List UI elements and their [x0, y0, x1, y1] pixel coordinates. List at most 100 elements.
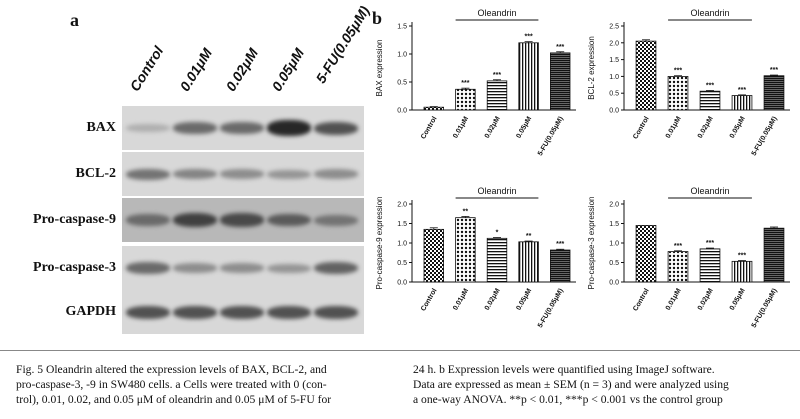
blot-band	[220, 169, 264, 179]
y-tick-label: 2.5	[609, 24, 619, 31]
bar	[455, 217, 476, 283]
y-tick-label: 2.0	[397, 202, 407, 209]
blot-row	[122, 290, 364, 334]
blot-band	[126, 168, 170, 180]
bar	[635, 225, 657, 283]
caption-right-line: Data are expressed as mean ± SEM (n = 3)…	[413, 378, 729, 391]
y-tick-label: 0.5	[609, 260, 619, 267]
caption-left-line: trol), 0.01, 0.02, and 0.05 μM of oleand…	[16, 393, 332, 406]
significance-label: ***	[674, 68, 682, 75]
significance-label: **	[463, 208, 469, 215]
x-tick-label: 0.02μM	[697, 287, 715, 311]
x-tick-label: 0.05μM	[729, 287, 747, 311]
x-tick-label: 5-FU(0.05μM)	[537, 288, 565, 330]
y-tick-label: 1.5	[609, 221, 619, 228]
blot-row-label: BCL-2	[75, 166, 116, 181]
blot-band	[220, 305, 264, 319]
y-tick-label: 1.5	[609, 57, 619, 64]
blot-band	[220, 263, 264, 273]
blot-row-label: BAX	[86, 120, 116, 135]
bar	[763, 227, 785, 283]
caption-right: 24 h. b Expression levels were quantifie…	[413, 362, 793, 407]
y-axis-label: Pro-caspase-9 expression	[375, 197, 384, 290]
x-tick-label: Control	[420, 287, 439, 312]
caption-divider	[0, 350, 800, 351]
x-tick-label: 5-FU(0.05μM)	[537, 116, 565, 158]
blot-band	[267, 213, 311, 227]
bracket-label: Oleandrin	[477, 8, 516, 18]
blot-band	[173, 169, 217, 179]
y-tick-label: 0.0	[609, 280, 619, 287]
x-tick-label: 0.01μM	[665, 115, 683, 139]
bar	[486, 237, 508, 283]
blot-band	[126, 214, 170, 226]
y-tick-label: 1.5	[397, 221, 407, 228]
blot-band	[126, 124, 170, 132]
blot-band	[314, 121, 358, 135]
significance-label: ***	[706, 240, 714, 247]
bar	[423, 106, 444, 111]
x-tick-label: 5-FU(0.05μM)	[751, 116, 779, 158]
y-axis-label: BCL-2 expression	[587, 36, 596, 100]
bar	[731, 95, 753, 111]
x-tick-label: 0.01μM	[665, 287, 683, 311]
y-axis-label: BAX expression	[375, 40, 384, 97]
blot-band	[126, 305, 170, 319]
bar	[731, 260, 753, 283]
significance-label: ***	[556, 44, 564, 51]
x-tick-label: 0.05μM	[515, 287, 533, 311]
bar-chart: BAX expression 0.0 0.5 1.0 1.5 Control *** 0.01…	[375, 8, 576, 158]
y-tick-label: 2.0	[609, 202, 619, 209]
significance-label: ***	[738, 87, 746, 94]
significance-label: ***	[770, 67, 778, 74]
blot-column-label: 0.01μM	[176, 45, 216, 94]
y-tick-label: 1.0	[609, 74, 619, 81]
y-tick-label: 1.5	[397, 24, 407, 31]
y-tick-label: 1.0	[397, 241, 407, 248]
x-tick-label: Control	[420, 115, 439, 140]
blot-band	[126, 262, 170, 274]
y-tick-label: 1.0	[397, 52, 407, 59]
blot-row	[122, 198, 364, 242]
y-tick-label: 0.5	[609, 91, 619, 98]
x-tick-label: 5-FU(0.05μM)	[751, 288, 779, 330]
bar	[550, 249, 571, 283]
bar	[667, 251, 689, 283]
caption-left: Fig. 5 Oleandrin altered the expression …	[16, 362, 396, 407]
y-tick-label: 0.0	[609, 108, 619, 115]
blot-band	[314, 214, 358, 226]
bar	[763, 75, 785, 111]
y-axis-label: Pro-caspase-3 expression	[587, 197, 596, 290]
y-tick-label: 0.5	[397, 80, 407, 87]
blot-column-label: 0.02μM	[222, 45, 262, 94]
x-tick-label: 0.02μM	[697, 115, 715, 139]
blot-band	[314, 305, 358, 319]
panel-b-label: b	[372, 8, 383, 28]
significance-label: ***	[706, 83, 714, 90]
y-tick-label: 2.0	[609, 40, 619, 47]
y-tick-label: 0.0	[397, 108, 407, 115]
blot-band	[173, 305, 217, 319]
bar-chart: Pro-caspase-9 expression 0.0 0.5 1.0 1.5 2.0 C…	[375, 186, 576, 330]
blot-column-label: 0.05μM	[268, 45, 308, 94]
x-tick-label: 0.02μM	[484, 115, 502, 139]
significance-label: **	[526, 233, 532, 240]
x-tick-label: 0.01μM	[452, 115, 470, 139]
x-tick-label: 0.02μM	[484, 287, 502, 311]
significance-label: ***	[461, 80, 469, 87]
bar	[423, 228, 444, 283]
y-tick-label: 0.5	[397, 260, 407, 267]
caption-left-line: Fig. 5 Oleandrin altered the expression …	[16, 363, 327, 376]
x-tick-label: 0.01μM	[452, 287, 470, 311]
bar	[550, 52, 571, 111]
blot-band	[314, 262, 358, 274]
bar	[699, 248, 721, 283]
bar	[455, 88, 476, 111]
caption-left-line: pro-caspase-3, -9 in SW480 cells. a Cell…	[16, 378, 327, 391]
bracket-label: Oleandrin	[690, 186, 729, 196]
significance-label: ***	[525, 34, 533, 41]
significance-label: ***	[738, 253, 746, 260]
bar	[635, 40, 657, 111]
blot-band	[173, 263, 217, 273]
bar	[518, 42, 539, 111]
